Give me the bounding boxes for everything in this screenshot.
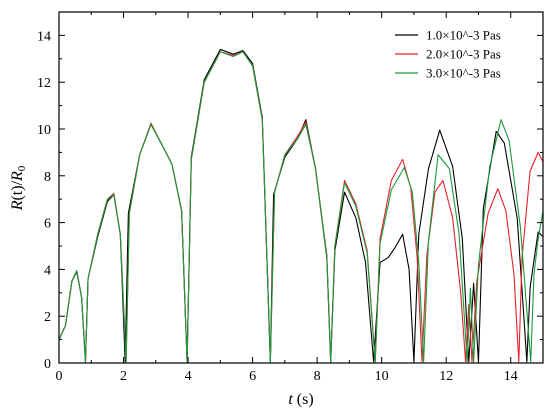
y-axis-title: R(t)/R0 xyxy=(9,165,28,211)
y-tick-label: 4 xyxy=(44,263,51,278)
x-axis-title-unit: (s) xyxy=(293,391,314,408)
x-axis-title-var: t xyxy=(288,391,293,408)
x-tick-label: 14 xyxy=(504,369,518,384)
series-line-3 xyxy=(59,51,543,363)
tick-labels: 0 2 4 6 8 10 12 14 0 2 4 6 8 10 12 14 xyxy=(37,29,518,384)
y-axis-title-r: R xyxy=(9,200,26,211)
legend: 1.0×10^-3 Pas 2.0×10^-3 Pas 3.0×10^-3 Pas xyxy=(395,28,501,81)
legend-label-1: 1.0×10^-3 Pas xyxy=(426,28,501,43)
x-axis-title: t (s) xyxy=(288,391,313,408)
y-axis-title-r0: R xyxy=(9,171,26,182)
y-tick-label: 12 xyxy=(37,76,51,91)
series-lines xyxy=(59,48,543,363)
series-line-2 xyxy=(59,51,543,363)
y-tick-label: 10 xyxy=(37,123,51,138)
y-axis-title-sub: 0 xyxy=(16,165,28,171)
y-tick-label: 0 xyxy=(44,357,51,372)
y-axis-title-t: (t)/ xyxy=(9,180,26,200)
x-tick-label: 6 xyxy=(249,369,256,384)
x-tick-label: 4 xyxy=(185,369,192,384)
y-tick-label: 8 xyxy=(44,170,51,185)
x-tick-label: 2 xyxy=(120,369,127,384)
x-tick-label: 0 xyxy=(56,369,63,384)
x-tick-label: 12 xyxy=(439,369,453,384)
y-tick-label: 6 xyxy=(44,217,51,232)
series-line-1 xyxy=(59,48,543,363)
x-tick-label: 10 xyxy=(375,369,389,384)
legend-label-3: 3.0×10^-3 Pas xyxy=(426,66,501,81)
plot-frame xyxy=(58,11,544,364)
y-tick-label: 2 xyxy=(44,310,51,325)
legend-label-2: 2.0×10^-3 Pas xyxy=(426,47,501,62)
y-tick-label: 14 xyxy=(37,29,51,44)
x-tick-label: 8 xyxy=(314,369,321,384)
